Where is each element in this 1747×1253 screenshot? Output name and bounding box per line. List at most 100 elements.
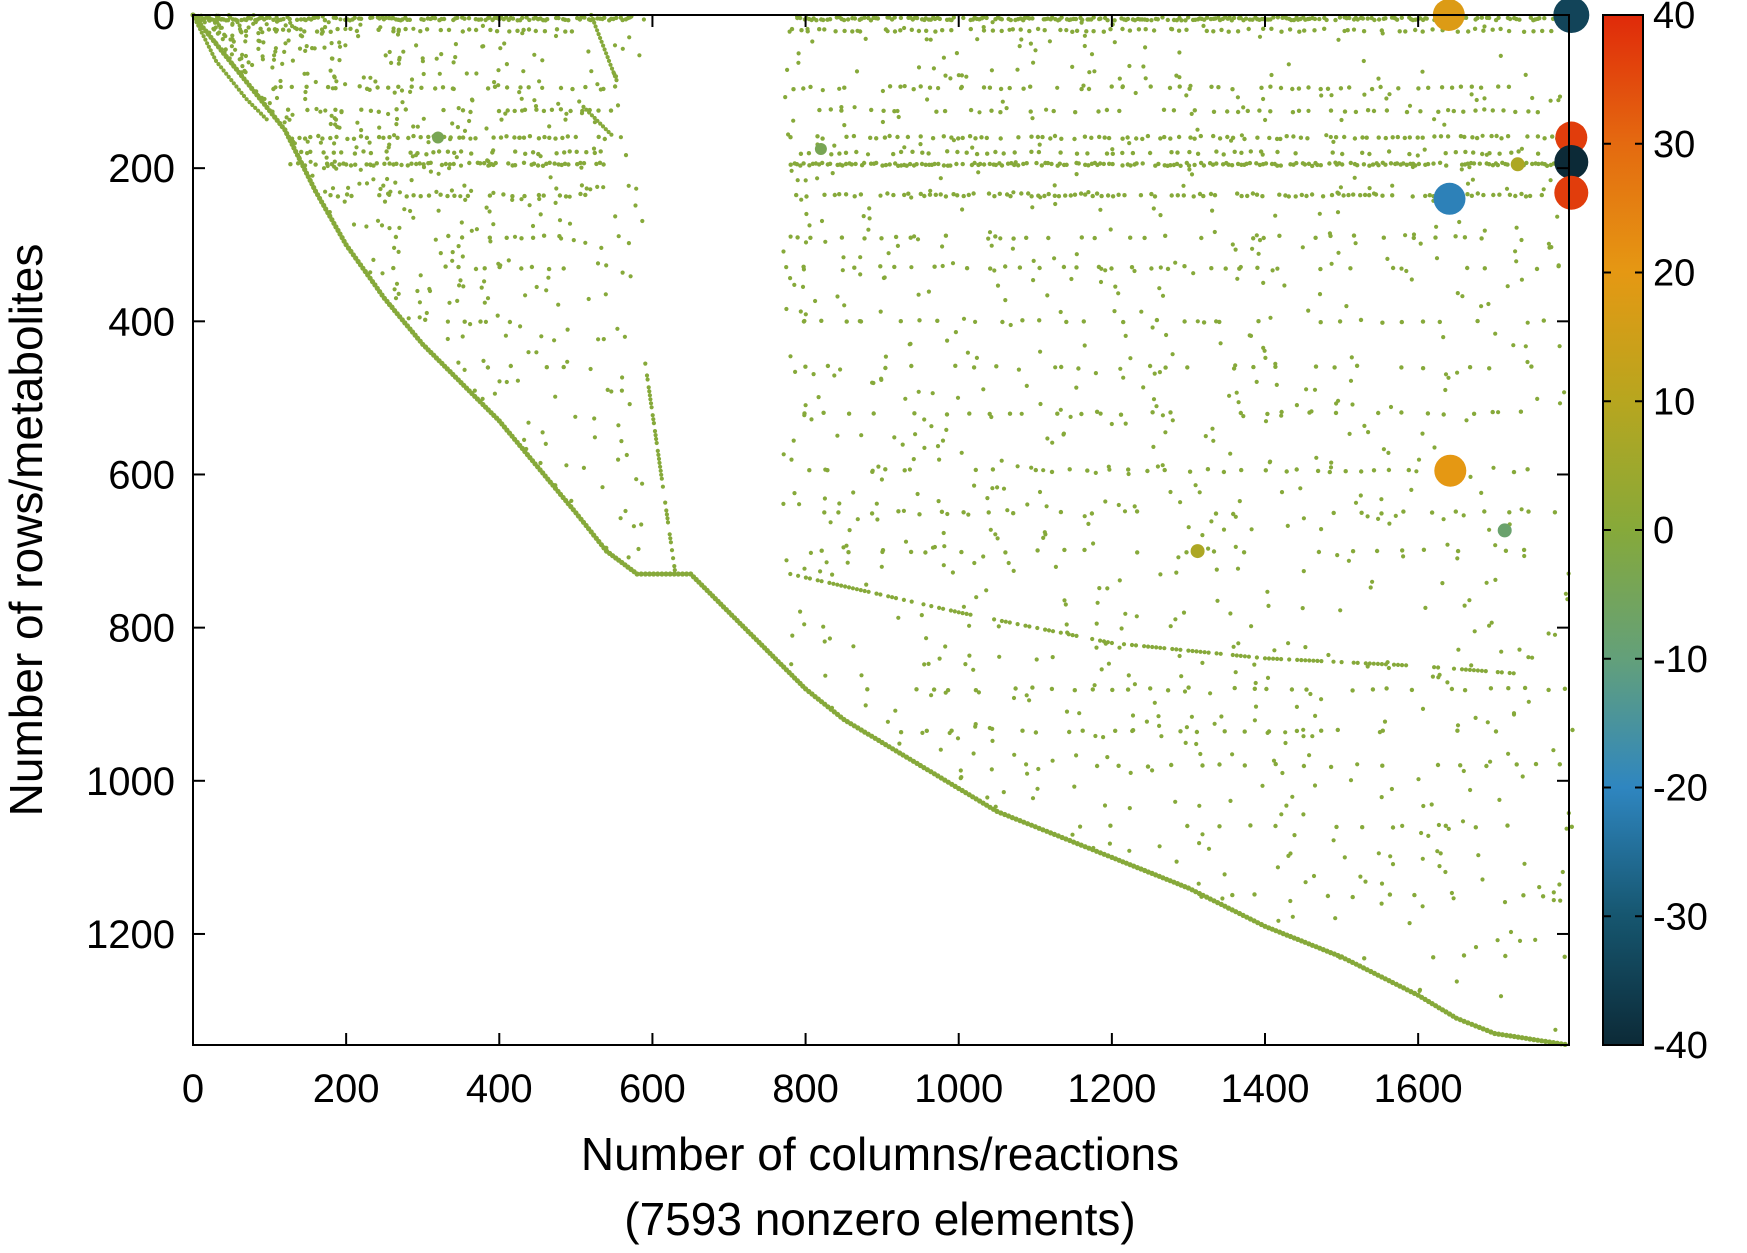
sparse-point: [1094, 621, 1099, 626]
value-point: [1554, 175, 1589, 210]
row-point: [1175, 150, 1180, 155]
diagonal-point: [598, 35, 603, 41]
sparse-point: [1541, 187, 1546, 192]
row-point: [998, 110, 1003, 115]
row-point: [1319, 728, 1324, 733]
sparse-point: [1328, 465, 1334, 470]
row-point: [1378, 84, 1383, 90]
sparse-point: [371, 257, 376, 262]
row-point: [1018, 27, 1023, 32]
row-point: [438, 192, 443, 197]
value-point: [1497, 523, 1512, 538]
sparse-point: [526, 420, 531, 425]
sparse-point: [220, 37, 225, 42]
row-point: [504, 134, 509, 139]
diagonal-point: [205, 41, 210, 46]
row-point: [912, 411, 917, 416]
row-point: [508, 363, 513, 369]
row-point: [333, 15, 339, 21]
sparse-point: [1414, 469, 1419, 474]
diagonal-point: [1202, 650, 1207, 655]
diagonal-point: [835, 582, 840, 587]
row-point: [294, 17, 300, 22]
diagonal-point: [592, 115, 597, 121]
row-point: [1416, 86, 1421, 91]
sparse-point: [938, 176, 943, 181]
row-point: [933, 29, 938, 34]
row-point: [547, 135, 552, 140]
row-point: [424, 27, 430, 32]
sparse-point: [1331, 838, 1336, 843]
diagonal-point: [658, 464, 663, 469]
diagonal-point: [1206, 650, 1211, 655]
sparse-point: [462, 128, 468, 133]
sparse-point: [463, 197, 468, 202]
sparse-point: [941, 530, 946, 536]
value-point: [1553, 0, 1590, 33]
row-point: [954, 161, 959, 167]
diagonal-point: [236, 87, 241, 92]
row-point: [973, 467, 978, 473]
sparse-point: [1467, 598, 1472, 603]
sparse-point: [243, 53, 248, 59]
sparse-point: [960, 207, 965, 212]
sparse-point: [445, 336, 450, 342]
sparse-point: [1061, 432, 1066, 437]
sparse-point: [387, 192, 392, 197]
sparse-point: [1333, 160, 1338, 165]
sparse-point: [484, 126, 489, 131]
row-point: [418, 194, 423, 199]
sparse-point: [357, 181, 362, 186]
diagonal-point: [647, 393, 653, 398]
row-point: [961, 510, 966, 515]
row-point: [1443, 823, 1449, 828]
row-point: [1155, 17, 1161, 22]
sparse-point: [943, 644, 948, 649]
sparse-point: [828, 520, 833, 525]
row-point: [1297, 29, 1302, 34]
row-point: [1381, 235, 1387, 240]
sparse-point: [467, 118, 472, 124]
row-point: [1035, 548, 1040, 553]
row-point: [1049, 161, 1054, 167]
row-point: [439, 162, 445, 168]
sparse-point: [1415, 153, 1420, 158]
diagonal-point: [1178, 647, 1183, 652]
sparse-point: [639, 522, 644, 527]
row-point: [1016, 163, 1021, 168]
sparse-point: [237, 23, 242, 28]
row-point: [482, 161, 487, 166]
sparse-point: [1200, 533, 1205, 538]
diagonal-point: [668, 536, 673, 541]
sparse-point: [1261, 280, 1266, 285]
sparse-point: [810, 39, 815, 44]
row-point: [1214, 161, 1219, 166]
row-point: [1277, 192, 1282, 197]
row-point: [1322, 26, 1327, 31]
sparse-point: [274, 19, 280, 24]
diagonal-point: [1154, 645, 1159, 650]
sparse-point: [579, 183, 585, 188]
sparse-point: [830, 572, 835, 577]
sparse-point: [837, 86, 842, 91]
row-point: [902, 192, 907, 198]
row-point: [1242, 763, 1248, 768]
sparse-point: [544, 288, 549, 293]
row-point: [333, 107, 338, 113]
row-point: [807, 468, 812, 473]
row-point: [349, 193, 354, 199]
diagonal-point: [605, 55, 610, 60]
sparse-point: [1003, 298, 1008, 303]
row-point: [1348, 160, 1354, 166]
sparse-point: [510, 197, 515, 202]
sparse-point: [1249, 527, 1254, 532]
sparse-point: [213, 40, 218, 45]
row-point: [339, 150, 344, 155]
row-point: [409, 84, 414, 89]
sparse-point: [1235, 566, 1241, 571]
sparse-point: [1086, 521, 1091, 527]
sparse-point: [1118, 366, 1123, 371]
sparse-point: [229, 52, 234, 57]
row-point: [1333, 17, 1338, 23]
row-point: [394, 107, 399, 112]
